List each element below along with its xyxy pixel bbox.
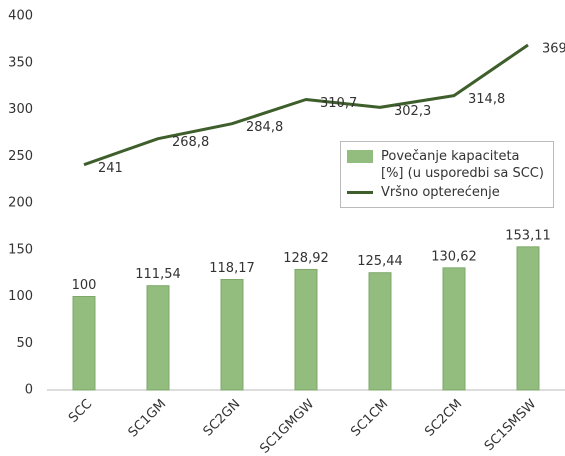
bar-value-label: 153,11 (505, 228, 551, 243)
legend-swatch (347, 150, 373, 163)
x-tick-label: SC2CM (422, 397, 465, 440)
bar (72, 296, 96, 391)
y-tick-label: 0 (25, 383, 33, 398)
x-tick-label: SC1GM (126, 397, 170, 441)
x-tick-label: SC1GMGW (257, 397, 317, 456)
bar-value-label: 100 (72, 278, 97, 293)
y-tick-label: 350 (8, 55, 33, 70)
y-tick-label: 100 (8, 289, 33, 304)
bar (146, 285, 170, 391)
y-tick-label: 200 (8, 196, 33, 211)
x-tick-label: SC1SMSW (482, 397, 540, 455)
x-tick-label: SCC (66, 397, 95, 426)
y-tick-label: 150 (8, 242, 33, 257)
legend-label: Vršno opterećenje (381, 185, 500, 200)
line-value-label: 314,8 (468, 92, 505, 107)
bar (516, 246, 540, 391)
legend-entry: Povečanje kapaciteta [%] (u usporedbi sa… (347, 148, 547, 182)
y-tick-label: 50 (16, 336, 33, 351)
bar-value-label: 111,54 (135, 267, 181, 282)
bar-value-label: 125,44 (357, 254, 403, 269)
line-value-label: 310,7 (320, 96, 357, 111)
legend: Povečanje kapaciteta [%] (u usporedbi sa… (340, 141, 554, 208)
y-tick-label: 400 (8, 9, 33, 24)
bar (294, 268, 318, 391)
y-tick-label: 300 (8, 102, 33, 117)
bar (442, 267, 466, 391)
line-value-label: 284,8 (246, 120, 283, 135)
legend-entry: Vršno opterećenje (347, 184, 547, 201)
line-value-label: 369 (542, 41, 565, 56)
bar (220, 279, 244, 391)
line-value-label: 302,3 (394, 104, 431, 119)
bar-value-label: 128,92 (283, 251, 329, 266)
legend-label: Povečanje kapaciteta [%] (u usporedbi sa… (381, 149, 544, 181)
line-value-label: 268,8 (172, 135, 209, 150)
line (83, 43, 529, 167)
bar-value-label: 118,17 (209, 261, 255, 276)
x-tick-label: SC1CM (348, 397, 391, 440)
y-tick-label: 250 (8, 149, 33, 164)
bar (368, 272, 392, 391)
line-value-label: 241 (98, 161, 123, 176)
legend-swatch (347, 191, 373, 194)
x-tick-label: SC2GN (201, 397, 244, 440)
bar-value-label: 130,62 (431, 249, 477, 264)
